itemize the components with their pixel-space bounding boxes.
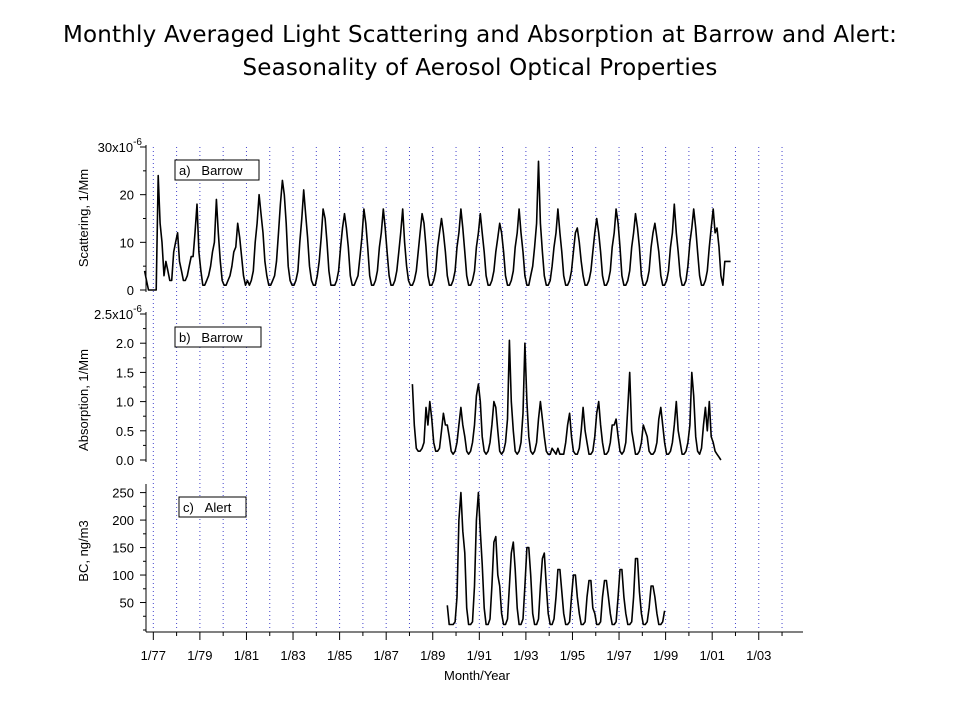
y-tick-label: 2.0 <box>116 336 134 351</box>
series-line-1 <box>411 339 722 461</box>
x-tick-label: 1/01 <box>700 648 725 663</box>
y-tick-label: 100 <box>112 568 134 583</box>
panel-label: c) Alert <box>183 500 232 515</box>
y-tick-label: 150 <box>112 541 134 556</box>
y-exponent: -6 <box>133 304 142 315</box>
y-tick-label: 50 <box>120 596 134 611</box>
y-tick-label: 0.0 <box>116 453 134 468</box>
y-tick-label: 1.5 <box>116 365 134 380</box>
x-tick-label: 1/81 <box>234 648 259 663</box>
y-tick-label: 1.0 <box>116 395 134 410</box>
y-axis-title-1: Absorption, 1/Mm <box>76 349 91 451</box>
x-tick-label: 1/93 <box>513 648 538 663</box>
x-tick-label: 1/89 <box>420 648 445 663</box>
labels: 1/77 1/79 1/81 1/83 1/85 1/87 1/89 1/91 1/93 1/95… <box>76 137 771 683</box>
series-line-0 <box>143 160 731 291</box>
y-tick-label: 0 <box>127 283 134 298</box>
panel-label: b) Barrow <box>179 330 243 345</box>
x-tick-label: 1/99 <box>653 648 678 663</box>
x-tick-label: 1/91 <box>467 648 492 663</box>
x-tick-label: 1/85 <box>327 648 352 663</box>
panel-label: a) Barrow <box>179 163 243 178</box>
chart-title-line1: Monthly Averaged Light Scattering and Ab… <box>62 22 898 48</box>
x-tick-label: 1/77 <box>141 648 166 663</box>
panel-label-box <box>174 326 262 348</box>
x-tick-label: 1/03 <box>746 648 771 663</box>
y-exponent: -6 <box>133 137 142 148</box>
y-tick-label: 2.5x10-6 <box>94 304 142 322</box>
x-tick-label: 1/95 <box>560 648 585 663</box>
y-tick-label: 250 <box>112 486 134 501</box>
x-axis-title: Month/Year <box>444 668 511 683</box>
panel-label-box <box>178 496 247 518</box>
y-tick-label: 20 <box>120 188 134 203</box>
y-tick-label: 30x10-6 <box>98 137 143 155</box>
panel-label-box <box>174 159 260 181</box>
x-tick-label: 1/79 <box>187 648 212 663</box>
gridlines <box>152 147 783 630</box>
y-tick-label: 200 <box>112 513 134 528</box>
chart-title-line2: Seasonality of Aerosol Optical Propertie… <box>242 55 718 81</box>
y-tick-label: 10 <box>120 235 134 250</box>
data-series <box>143 160 731 626</box>
axes <box>140 145 803 640</box>
y-axis-title-0: Scattering, 1/Mm <box>76 169 91 267</box>
x-tick-label: 1/83 <box>280 648 305 663</box>
series-line-2 <box>446 491 666 626</box>
x-tick-label: 1/97 <box>606 648 631 663</box>
y-tick-label: 0.5 <box>116 424 134 439</box>
x-tick-label: 1/87 <box>374 648 399 663</box>
y-axis-title-2: BC, ng/m3 <box>76 520 91 581</box>
